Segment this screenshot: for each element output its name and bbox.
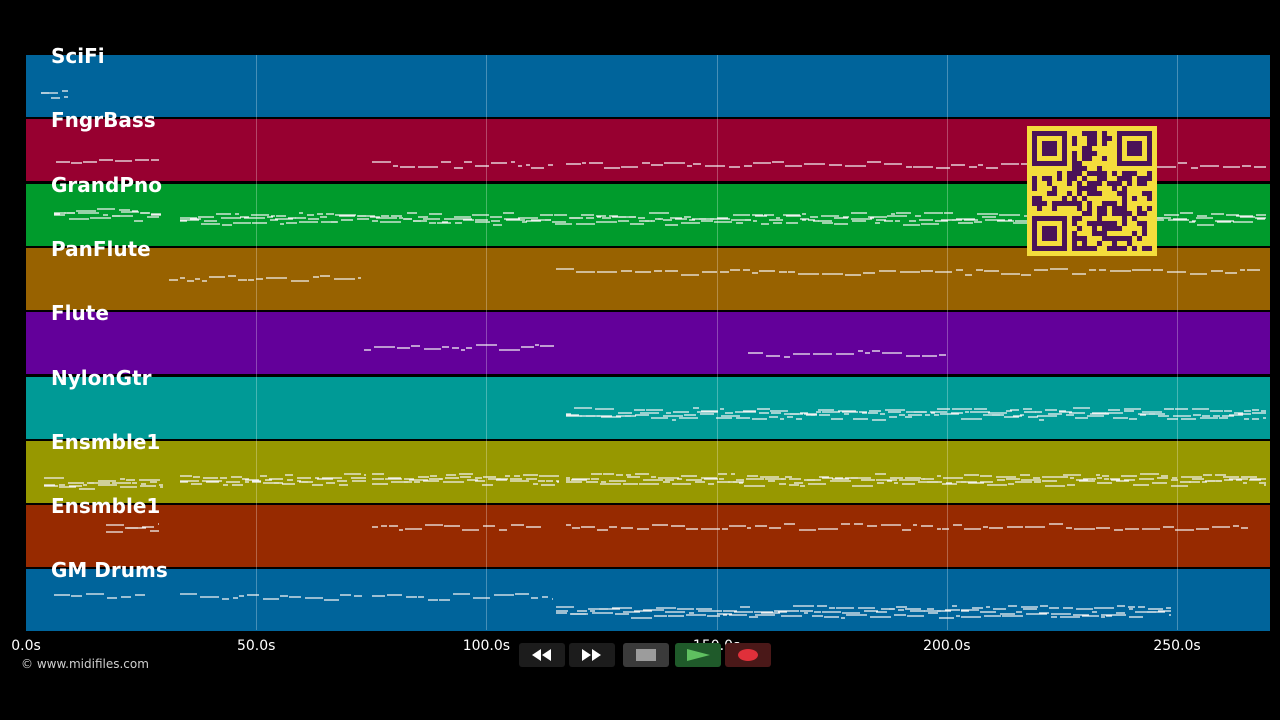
- track-lane: PanFlute: [26, 237, 1270, 310]
- track-lane: Ensmble1: [26, 494, 1270, 568]
- rewind-button[interactable]: [519, 643, 565, 667]
- track-lane: SciFi: [26, 44, 1270, 117]
- track-label: GrandPno: [51, 172, 162, 197]
- track-label: NylonGtr: [51, 365, 152, 390]
- x-tick-label: 250.0s: [1153, 638, 1201, 654]
- track-label: FngrBass: [51, 108, 156, 133]
- track-notes: [54, 207, 1266, 226]
- grid-line: [946, 55, 948, 630]
- track-notes: [41, 90, 68, 99]
- grid-line: [256, 55, 258, 630]
- track-lane: NylonGtr: [26, 366, 1270, 439]
- track-label: Ensmble1: [51, 429, 161, 454]
- record-icon: [738, 649, 758, 661]
- track-label: PanFlute: [51, 236, 151, 261]
- fast-forward-icon: [582, 649, 601, 661]
- grid-line: [486, 55, 488, 630]
- track-label: Ensmble1: [51, 494, 161, 519]
- track-label: Flute: [51, 301, 109, 326]
- track-lane: GM Drums: [26, 558, 1270, 632]
- track-notes: [566, 406, 1266, 421]
- record-button[interactable]: [725, 643, 771, 667]
- fast-forward-button[interactable]: [569, 643, 615, 667]
- stop-icon: [636, 649, 656, 661]
- play-button[interactable]: [675, 643, 721, 667]
- track-label: SciFi: [51, 44, 105, 68]
- track-notes: [106, 523, 1248, 533]
- grid-line: [716, 55, 718, 630]
- track-notes: [364, 344, 946, 358]
- x-tick-label: 0.0s: [11, 638, 41, 654]
- track-lane: Flute: [26, 301, 1270, 375]
- x-tick-label: 200.0s: [923, 638, 971, 654]
- track-notes: [44, 473, 1266, 490]
- grid-line: [1177, 55, 1178, 630]
- track-notes: [54, 593, 1171, 620]
- rewind-icon: [532, 649, 551, 661]
- x-tick-label: 100.0s: [462, 638, 511, 654]
- qr-code-icon: [1027, 126, 1157, 256]
- track-lane: Ensmble1: [26, 430, 1270, 503]
- x-tick-label: 50.0s: [236, 638, 276, 654]
- track-notes: [169, 268, 1260, 282]
- play-icon: [687, 649, 710, 661]
- track-label: GM Drums: [51, 558, 168, 583]
- copyright-text: © www.midifiles.com: [21, 657, 149, 671]
- stop-button[interactable]: [623, 643, 669, 667]
- transport-controls: [511, 641, 771, 669]
